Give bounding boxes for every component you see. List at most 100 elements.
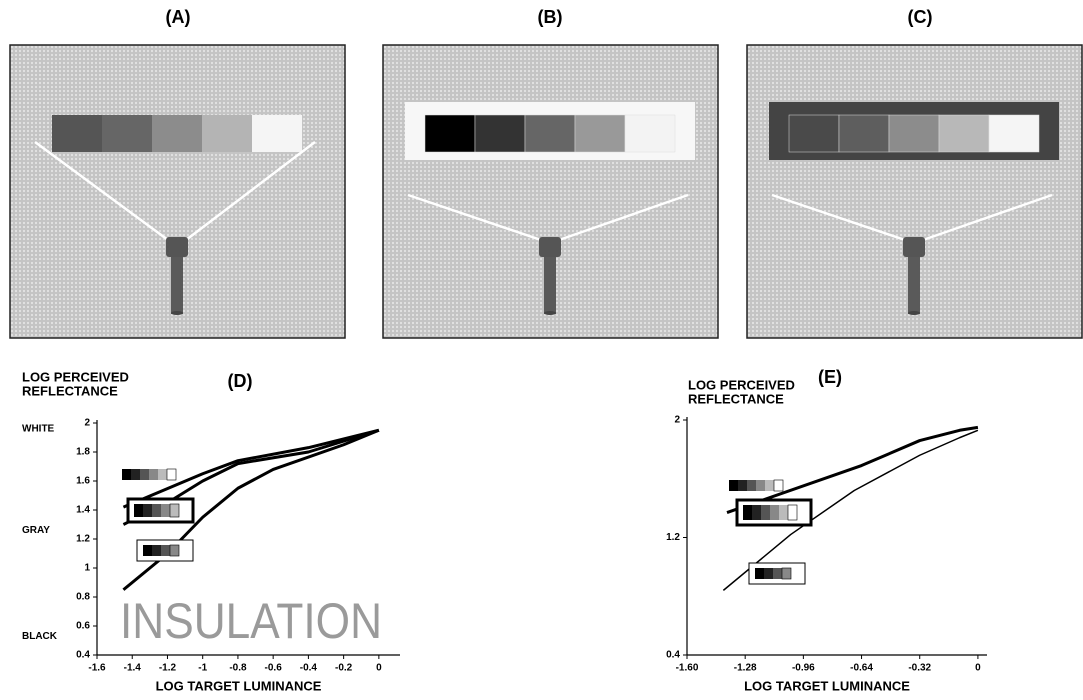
inset-patch [131, 469, 140, 480]
patch [939, 115, 989, 152]
inset-patch [747, 480, 756, 491]
patch [102, 115, 152, 152]
x-axis-label: LOG TARGET LUMINANCE [744, 678, 910, 693]
panel-label: (A) [166, 7, 191, 27]
flashlight-body [544, 257, 556, 314]
inset-patch [167, 469, 176, 480]
y-tick-label: 1.4 [76, 505, 90, 516]
x-tick-label: -1.2 [159, 663, 177, 674]
chart-title: (D) [228, 371, 253, 391]
x-tick-label: -0.96 [792, 663, 815, 674]
x-tick-label: 0 [376, 663, 382, 674]
patch [52, 115, 102, 152]
y-category-label: BLACK [22, 631, 58, 642]
x-tick-label: -1 [198, 663, 207, 674]
x-tick-label: -0.32 [908, 663, 931, 674]
inset-patch [779, 505, 788, 520]
patch [625, 115, 675, 152]
x-tick-label: -0.4 [300, 663, 318, 674]
inset-patch [149, 469, 158, 480]
y-tick-label: 1.2 [666, 532, 680, 543]
x-tick-label: -0.8 [229, 663, 247, 674]
inset-patch [765, 480, 774, 491]
inset-patch [143, 504, 152, 517]
inset-patch [161, 504, 170, 517]
x-tick-label: 0 [975, 663, 981, 674]
inset-patch [158, 469, 167, 480]
flashlight-head [166, 237, 188, 257]
inset-patch [743, 505, 752, 520]
panel-label: (B) [538, 7, 563, 27]
patch [525, 115, 575, 152]
patch [989, 115, 1039, 152]
flashlight-body [908, 257, 920, 314]
x-tick-label: -1.4 [124, 663, 142, 674]
patch [889, 115, 939, 152]
x-tick-label: -0.6 [265, 663, 283, 674]
inset-patch [152, 504, 161, 517]
patch [252, 115, 302, 152]
y-tick-label: 0.8 [76, 592, 90, 603]
inset-patch [755, 568, 764, 579]
inset-patch [122, 469, 131, 480]
chart-title: (E) [818, 367, 842, 387]
y-tick-label: 2 [674, 415, 680, 426]
inset-patch [788, 505, 797, 520]
y-tick-label: 1.2 [76, 534, 90, 545]
patch [152, 115, 202, 152]
y-tick-label: 0.6 [76, 621, 90, 632]
y-axis-label: LOG PERCEIVED [22, 369, 129, 384]
flashlight-end [544, 311, 556, 315]
scene [747, 45, 1082, 338]
inset-patch [140, 469, 149, 480]
inset-patch [756, 480, 765, 491]
x-axis-label: LOG TARGET LUMINANCE [156, 678, 322, 693]
inset-patch [774, 480, 783, 491]
patch [202, 115, 252, 152]
y-category-label: GRAY [22, 525, 50, 536]
inset-patch [738, 480, 747, 491]
inset-patch [770, 505, 779, 520]
scene [383, 45, 718, 338]
inset-patch [764, 568, 773, 579]
inset-patch [143, 545, 152, 556]
y-axis-label: LOG PERCEIVED [688, 377, 795, 392]
inset-patch [752, 505, 761, 520]
x-tick-label: -0.2 [335, 663, 353, 674]
y-tick-label: 1.6 [76, 476, 90, 487]
patch [789, 115, 839, 152]
inset-patch [170, 504, 179, 517]
patch [839, 115, 889, 152]
x-tick-label: -1.60 [676, 663, 699, 674]
x-tick-label: -1.6 [88, 663, 106, 674]
y-tick-label: 0.4 [666, 650, 680, 661]
figure: (A) (B) (C) (D)LOG PERCEIVEDREFLECTANCEL… [0, 0, 1083, 700]
inset-patch [761, 505, 770, 520]
flashlight-head [539, 237, 561, 257]
flashlight-head [903, 237, 925, 257]
y-tick-label: 2 [84, 418, 90, 429]
y-axis-label: REFLECTANCE [22, 383, 118, 398]
y-tick-label: 0.4 [76, 650, 90, 661]
patch [575, 115, 625, 152]
inset-patch [773, 568, 782, 579]
y-category-label: WHITE [22, 423, 55, 434]
inset-patch [782, 568, 791, 579]
annotation: INSULATION [120, 593, 382, 649]
flashlight-end [908, 311, 920, 315]
inset-patch [170, 545, 179, 556]
x-tick-label: -0.64 [850, 663, 873, 674]
inset-patch [161, 545, 170, 556]
inset-patch [134, 504, 143, 517]
flashlight-end [171, 311, 183, 315]
patch [425, 115, 475, 152]
inset-patch [729, 480, 738, 491]
y-tick-label: 1.8 [76, 447, 90, 458]
y-axis-label: REFLECTANCE [688, 391, 784, 406]
panel-label: (C) [908, 7, 933, 27]
y-tick-label: 1 [84, 563, 90, 574]
x-tick-label: -1.28 [734, 663, 757, 674]
scene [10, 45, 345, 338]
inset-patch [152, 545, 161, 556]
flashlight-body [171, 257, 183, 314]
